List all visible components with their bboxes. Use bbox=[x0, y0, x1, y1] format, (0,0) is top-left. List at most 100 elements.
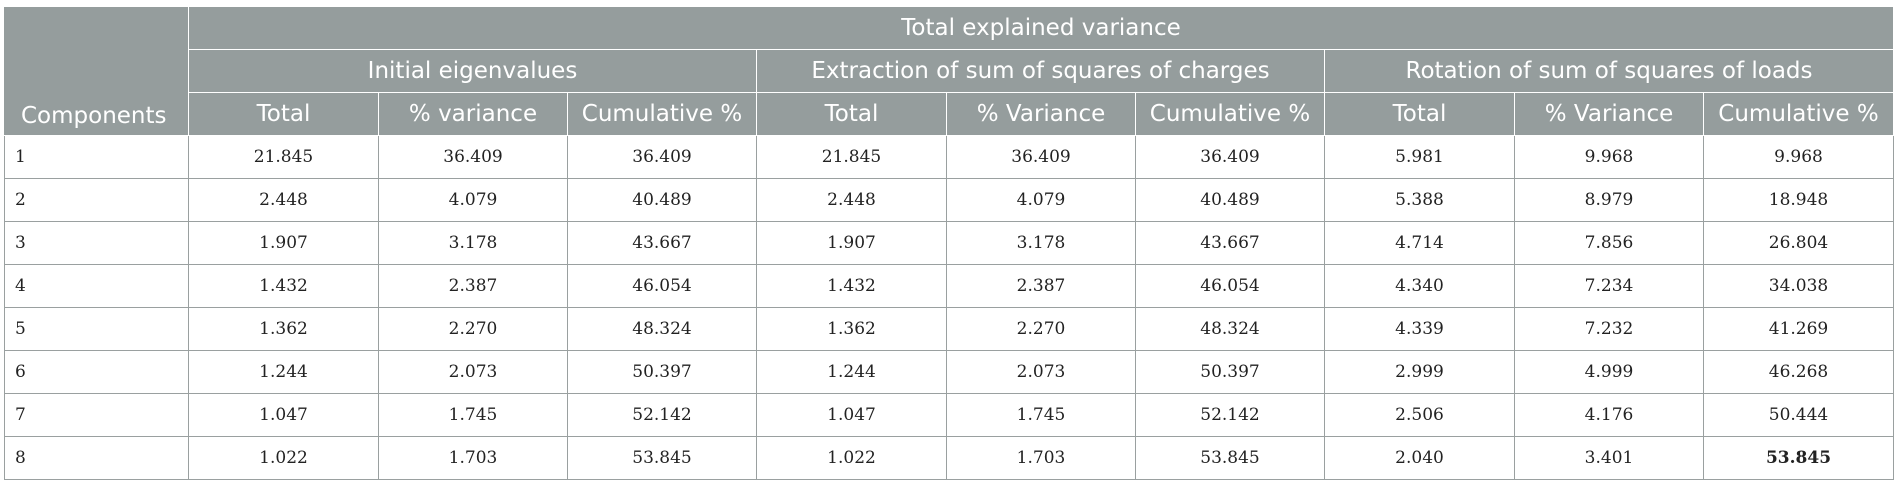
column-header: % Variance bbox=[946, 92, 1136, 136]
table-cell: 1.244 bbox=[756, 350, 947, 394]
table-row: 4 1.432 2.387 46.054 1.432 2.387 46.054 … bbox=[4, 264, 1895, 308]
table-cell: 43.667 bbox=[1135, 221, 1325, 265]
table-cell: 1.022 bbox=[188, 436, 379, 480]
table-cell: 36.409 bbox=[946, 135, 1136, 179]
column-header: Cumulative % bbox=[1702, 92, 1895, 136]
table-cell: 3.178 bbox=[946, 221, 1136, 265]
component-cell: 6 bbox=[4, 350, 189, 394]
table-cell: 4.176 bbox=[1514, 393, 1704, 437]
table-cell: 7.232 bbox=[1514, 307, 1704, 351]
table-row: 8 1.022 1.703 53.845 1.022 1.703 53.845 … bbox=[4, 436, 1895, 480]
table-cell: 2.999 bbox=[1324, 350, 1515, 394]
table-cell: 7.234 bbox=[1514, 264, 1704, 308]
table-row: 2 2.448 4.079 40.489 2.448 4.079 40.489 … bbox=[4, 178, 1895, 222]
header-row-groups: Initial eigenvalues Extraction of sum of… bbox=[5, 49, 1895, 93]
column-header: % variance bbox=[378, 92, 568, 136]
table-cell: 7.856 bbox=[1514, 221, 1704, 265]
table-row: 7 1.047 1.745 52.142 1.047 1.745 52.142 … bbox=[4, 393, 1895, 437]
group-header-initial: Initial eigenvalues bbox=[188, 49, 757, 93]
table-cell: 21.845 bbox=[756, 135, 947, 179]
table-cell: 5.388 bbox=[1324, 178, 1515, 222]
table-cell: 2.448 bbox=[756, 178, 947, 222]
component-cell: 3 bbox=[4, 221, 189, 265]
column-header: % Variance bbox=[1514, 92, 1704, 136]
column-header: Total bbox=[1324, 92, 1515, 136]
table-cell: 1.244 bbox=[188, 350, 379, 394]
table-cell: 46.268 bbox=[1702, 350, 1895, 394]
table-cell: 43.667 bbox=[567, 221, 757, 265]
table-cell: 52.142 bbox=[1135, 393, 1325, 437]
table-cell: 1.745 bbox=[946, 393, 1136, 437]
table-cell: 41.269 bbox=[1702, 307, 1895, 351]
component-cell: 2 bbox=[4, 178, 189, 222]
table-cell: 2.073 bbox=[378, 350, 568, 394]
group-header-rotation: Rotation of sum of squares of loads bbox=[1323, 49, 1895, 93]
table-cell: 2.387 bbox=[946, 264, 1136, 308]
table-cell: 2.270 bbox=[946, 307, 1136, 351]
table-cell: 3.401 bbox=[1514, 436, 1704, 480]
table-cell: 1.362 bbox=[756, 307, 947, 351]
table-cell: 3.178 bbox=[378, 221, 568, 265]
column-header: Cumulative % bbox=[567, 92, 757, 136]
table-cell: 40.489 bbox=[1135, 178, 1325, 222]
table-cell: 2.506 bbox=[1324, 393, 1515, 437]
table-cell: 1.432 bbox=[756, 264, 947, 308]
table-cell: 9.968 bbox=[1514, 135, 1704, 179]
table-cell: 1.703 bbox=[946, 436, 1136, 480]
table-cell: 52.142 bbox=[567, 393, 757, 437]
table-cell: 1.362 bbox=[188, 307, 379, 351]
component-cell: 5 bbox=[4, 307, 189, 351]
table-cell: 1.432 bbox=[188, 264, 379, 308]
table-cell: 1.047 bbox=[188, 393, 379, 437]
table-cell: 53.845 bbox=[1135, 436, 1325, 480]
table-row: 3 1.907 3.178 43.667 1.907 3.178 43.667 … bbox=[4, 221, 1895, 265]
table-cell: 40.489 bbox=[567, 178, 757, 222]
table-cell: 21.845 bbox=[188, 135, 379, 179]
table-cell-highlight: 53.845 bbox=[1702, 436, 1895, 480]
table-cell: 48.324 bbox=[1135, 307, 1325, 351]
variance-table: Components Total explained variance Init… bbox=[4, 6, 1895, 480]
table-cell: 2.448 bbox=[188, 178, 379, 222]
group-header-extraction: Extraction of sum of squares of charges bbox=[756, 49, 1325, 93]
table-cell: 36.409 bbox=[1135, 135, 1325, 179]
table-cell: 18.948 bbox=[1702, 178, 1895, 222]
table-cell: 36.409 bbox=[378, 135, 568, 179]
table-cell: 8.979 bbox=[1514, 178, 1704, 222]
column-header: Total bbox=[756, 92, 947, 136]
table-cell: 5.981 bbox=[1324, 135, 1515, 179]
column-header: Cumulative % bbox=[1135, 92, 1325, 136]
table-cell: 2.387 bbox=[378, 264, 568, 308]
component-cell: 7 bbox=[4, 393, 189, 437]
header-row-title: Components Total explained variance bbox=[4, 6, 1895, 136]
table-cell: 9.968 bbox=[1702, 135, 1895, 179]
table-cell: 1.745 bbox=[378, 393, 568, 437]
table-cell: 4.340 bbox=[1324, 264, 1515, 308]
table-cell: 4.339 bbox=[1324, 307, 1515, 351]
table-cell: 1.022 bbox=[756, 436, 947, 480]
component-cell: 1 bbox=[4, 135, 189, 179]
table-row: 5 1.362 2.270 48.324 1.362 2.270 48.324 … bbox=[4, 307, 1895, 351]
table-cell: 26.804 bbox=[1702, 221, 1895, 265]
table-cell: 50.444 bbox=[1702, 393, 1895, 437]
table-row: 6 1.244 2.073 50.397 1.244 2.073 50.397 … bbox=[4, 350, 1895, 394]
column-header: Total bbox=[188, 92, 379, 136]
component-cell: 8 bbox=[4, 436, 189, 480]
table-cell: 46.054 bbox=[1135, 264, 1325, 308]
table-cell: 48.324 bbox=[567, 307, 757, 351]
table-cell: 2.270 bbox=[378, 307, 568, 351]
header-row-columns: Total % variance Cumulative % Total % Va… bbox=[5, 92, 1895, 136]
table-cell: 1.703 bbox=[378, 436, 568, 480]
table-cell: 50.397 bbox=[567, 350, 757, 394]
table-cell: 34.038 bbox=[1702, 264, 1895, 308]
components-header: Components bbox=[4, 6, 189, 136]
table-row: 1 21.845 36.409 36.409 21.845 36.409 36.… bbox=[4, 135, 1895, 179]
table-cell: 1.047 bbox=[756, 393, 947, 437]
table-cell: 1.907 bbox=[188, 221, 379, 265]
table-cell: 46.054 bbox=[567, 264, 757, 308]
table-cell: 50.397 bbox=[1135, 350, 1325, 394]
table-cell: 4.714 bbox=[1324, 221, 1515, 265]
table-cell: 4.079 bbox=[946, 178, 1136, 222]
component-cell: 4 bbox=[4, 264, 189, 308]
table-cell: 2.040 bbox=[1324, 436, 1515, 480]
table-cell: 36.409 bbox=[567, 135, 757, 179]
